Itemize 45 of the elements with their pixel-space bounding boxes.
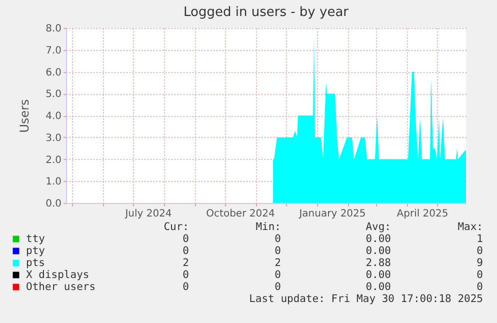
text: 0 xyxy=(476,281,483,293)
x-tick-label: October 2024 xyxy=(206,208,275,220)
chart-title: Logged in users - by year xyxy=(183,5,350,20)
text: 0 xyxy=(274,233,281,245)
text: 1 xyxy=(476,233,483,245)
legend-label: tty xyxy=(26,233,45,245)
text: 0 xyxy=(182,233,189,245)
y-tick-label: 2.0 xyxy=(46,154,62,166)
text: 2 xyxy=(182,257,189,269)
text: Avg: xyxy=(366,221,391,233)
text: 0 xyxy=(476,245,483,257)
text: Min: xyxy=(256,221,281,233)
text: 0.00 xyxy=(366,233,391,245)
text: Last update: Fri May 30 17:00:18 2025 xyxy=(249,293,483,305)
x-tick-label: April 2025 xyxy=(396,208,448,220)
y-tick-label: 3.0 xyxy=(46,132,62,144)
text: 0 xyxy=(182,269,189,281)
y-axis-title: Users xyxy=(18,99,32,133)
legend-label: pts xyxy=(26,257,45,269)
text: 0.00 xyxy=(366,281,391,293)
x-tick-label: January 2025 xyxy=(298,208,366,220)
text: Max: xyxy=(458,221,483,233)
text: 0 xyxy=(182,245,189,257)
legend-label: Other users xyxy=(26,281,96,293)
text: 2 xyxy=(274,257,281,269)
text: 0.00 xyxy=(366,245,391,257)
text: 0 xyxy=(274,245,281,257)
y-tick-label: 7.0 xyxy=(46,45,62,56)
y-tick-label: 5.0 xyxy=(46,89,62,100)
text: 2.88 xyxy=(366,257,391,269)
y-tick-label: 6.0 xyxy=(46,67,62,78)
y-tick-label: 0.0 xyxy=(46,198,62,210)
x-tick-label: July 2024 xyxy=(124,208,172,220)
text: 0 xyxy=(476,269,483,281)
y-tick-label: 4.0 xyxy=(46,111,62,122)
legend-label: pty xyxy=(26,245,45,257)
text: 0 xyxy=(274,281,281,293)
text: 0.00 xyxy=(366,269,391,281)
text: 0 xyxy=(274,269,281,281)
text: 9 xyxy=(476,257,483,269)
legend-label: X displays xyxy=(26,269,90,281)
y-tick-label: 1.0 xyxy=(46,176,62,188)
text: Cur: xyxy=(164,221,189,233)
y-tick-label: 8.0 xyxy=(46,24,62,34)
text: 0 xyxy=(182,281,189,293)
